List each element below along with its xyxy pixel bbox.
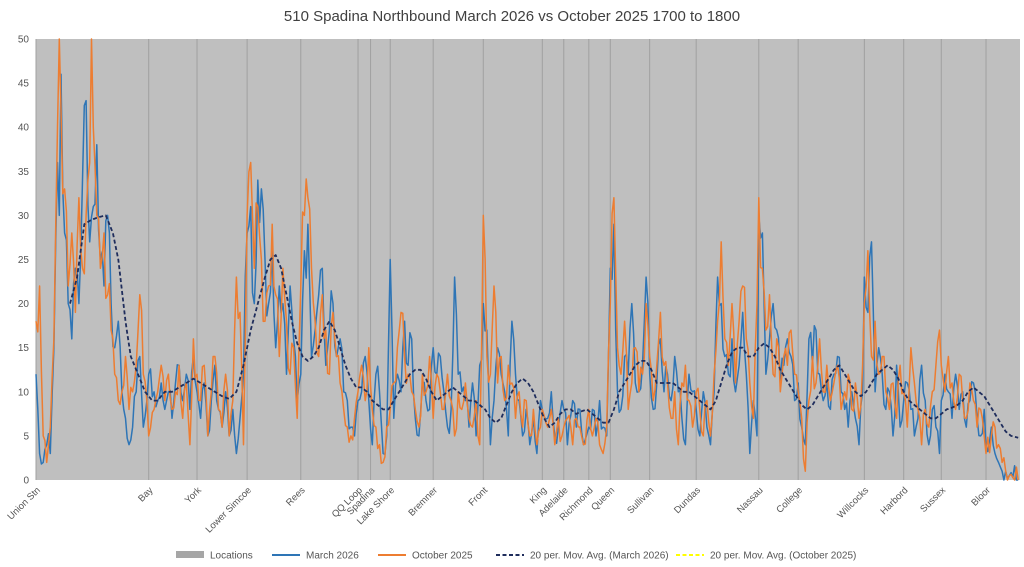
legend-label: 20 per. Mov. Avg. (October 2025) <box>710 551 856 562</box>
y-tick-label: 30 <box>18 211 30 222</box>
y-tick-label: 35 <box>18 167 30 178</box>
y-axis: 0 5 10 15 20 25 30 35 40 45 50 <box>18 35 30 487</box>
legend-label: 20 per. Mov. Avg. (March 2026) <box>530 551 669 562</box>
y-tick-label: 0 <box>23 476 29 487</box>
legend-label: March 2026 <box>306 551 359 562</box>
legend-label: October 2025 <box>412 551 473 562</box>
legend-label: Locations <box>210 551 253 562</box>
series-line-october-2025 <box>35 38 1019 481</box>
y-tick-label: 25 <box>18 255 30 266</box>
y-tick-label: 50 <box>18 35 30 46</box>
legend: Locations March 2026 October 2025 20 per. M… <box>176 551 856 562</box>
series-group <box>35 38 1019 481</box>
y-tick-label: 15 <box>18 343 30 354</box>
y-tick-label: 20 <box>18 299 30 310</box>
chart-title: 510 Spadina Northbound March 2026 vs Oct… <box>284 8 740 25</box>
series-line-20-per-mov-avg-march-2026 <box>69 214 1019 439</box>
y-tick-label: 5 <box>23 431 29 442</box>
y-tick-label: 10 <box>18 387 30 398</box>
legend-swatch <box>176 551 204 558</box>
y-tick-label: 45 <box>18 79 30 90</box>
y-tick-label: 40 <box>18 123 30 134</box>
plot-area <box>36 39 1020 480</box>
